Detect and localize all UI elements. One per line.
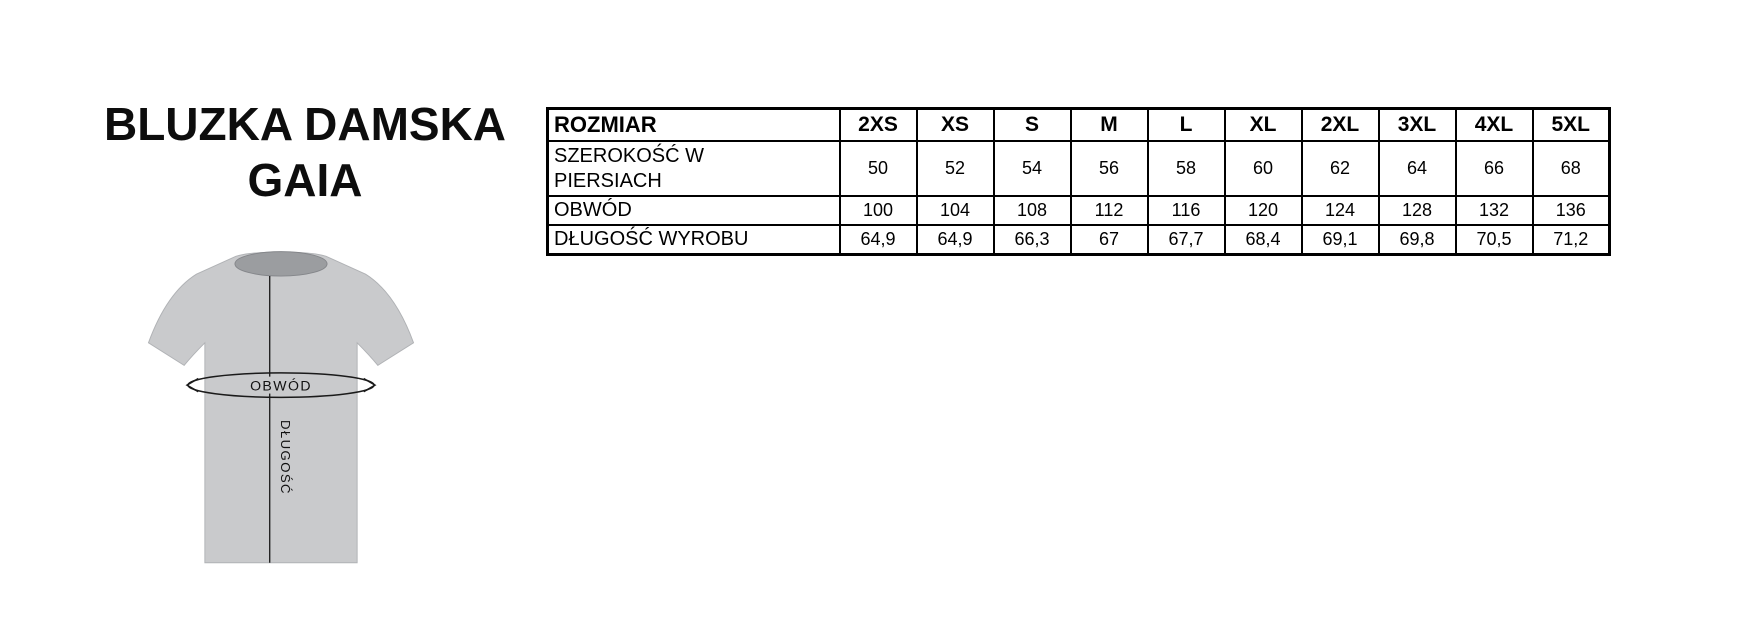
row-chest-width: SZEROKOŚĆ W PIERSIACH 50 52 54 56 58 60 … [546,140,1611,197]
table-cell: 52 [915,140,995,197]
table-cell: 108 [992,195,1072,226]
header-size-xl: XL [1223,107,1303,142]
size-table-header-row: ROZMIAR 2XS XS S M L XL 2XL 3XL 4XL 5XL [546,107,1611,142]
tshirt-diagram: OBWÓD DŁUGOŚĆ [140,248,422,588]
table-cell: 68,4 [1223,224,1303,256]
circumference-arrow-left-icon [185,377,199,393]
table-cell: 58 [1146,140,1226,197]
header-size-l: L [1146,107,1226,142]
table-cell: 56 [1069,140,1149,197]
table-cell: 116 [1146,195,1226,226]
header-rozmiar: ROZMIAR [546,107,841,142]
product-title-line1: BLUZKA DAMSKA [103,98,507,150]
table-cell: 67,7 [1146,224,1226,256]
header-size-s: S [992,107,1072,142]
circumference-arrow-right-icon [363,377,377,393]
table-cell: 54 [992,140,1072,197]
tshirt-collar [234,251,328,277]
table-cell: 69,8 [1377,224,1457,256]
table-cell: 68 [1531,140,1611,197]
table-cell: 136 [1531,195,1611,226]
product-title-line2: GAIA [247,154,363,207]
table-cell: 124 [1300,195,1380,226]
table-cell: 64,9 [838,224,918,256]
table-cell: 67 [1069,224,1149,256]
table-cell: 66 [1454,140,1534,197]
table-cell: 64,9 [915,224,995,256]
header-size-4xl: 4XL [1454,107,1534,142]
table-cell: 120 [1223,195,1303,226]
table-cell: 132 [1454,195,1534,226]
row-product-length: DŁUGOŚĆ WYROBU 64,9 64,9 66,3 67 67,7 68… [546,224,1611,256]
table-cell: 69,1 [1300,224,1380,256]
table-cell: 70,5 [1454,224,1534,256]
table-cell: 100 [838,195,918,226]
tshirt-body-shape [147,251,415,564]
table-cell: 64 [1377,140,1457,197]
size-table: ROZMIAR 2XS XS S M L XL 2XL 3XL 4XL 5XL … [546,107,1611,256]
obwod-label: OBWÓD [250,378,312,394]
header-size-3xl: 3XL [1377,107,1457,142]
table-cell: 62 [1300,140,1380,197]
header-size-2xl: 2XL [1300,107,1380,142]
table-cell: 50 [838,140,918,197]
table-cell: 60 [1223,140,1303,197]
header-size-m: M [1069,107,1149,142]
header-size-5xl: 5XL [1531,107,1611,142]
table-cell: 71,2 [1531,224,1611,256]
header-size-xs: XS [915,107,995,142]
dlugosc-label: DŁUGOŚĆ [278,420,293,495]
row-label-circumference: OBWÓD [546,195,841,226]
row-circumference: OBWÓD 100 104 108 112 116 120 124 128 13… [546,195,1611,226]
obwod-label-bg [246,376,316,394]
table-cell: 66,3 [992,224,1072,256]
table-cell: 128 [1377,195,1457,226]
row-label-product-length: DŁUGOŚĆ WYROBU [546,224,841,256]
table-cell: 112 [1069,195,1149,226]
header-size-2xs: 2XS [838,107,918,142]
table-cell: 104 [915,195,995,226]
row-label-chest-width: SZEROKOŚĆ W PIERSIACH [546,140,841,197]
product-title: BLUZKA DAMSKA GAIA [85,96,525,208]
